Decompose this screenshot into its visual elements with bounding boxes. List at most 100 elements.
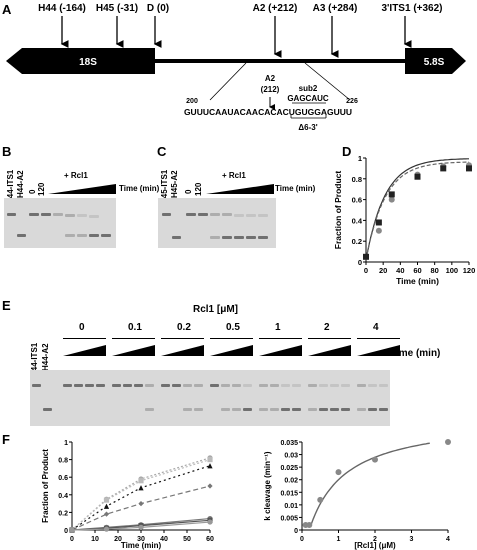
- c-lane-label-2: H45-A2: [170, 170, 179, 198]
- x-tick-label: 10: [91, 536, 99, 543]
- series-line: [71, 465, 211, 531]
- e-concentration-label: 4: [373, 322, 379, 333]
- site-label-d: D (0): [147, 3, 169, 14]
- data-point: [363, 253, 369, 260]
- y-axis-label: Fraction of Product: [41, 449, 50, 523]
- fit-curve: [365, 161, 469, 261]
- panel-letter-b: B: [2, 144, 12, 159]
- data-point: [317, 496, 324, 503]
- c-rcl1-label: + Rcl1: [222, 171, 246, 180]
- e-group-line: [112, 338, 155, 339]
- data-point: [388, 196, 395, 203]
- panel-f-time-course-chart: 0 10 20 30 40 50 60 0 0.2 0.4 0.6 0.8 1 Time (min) Fra…: [41, 440, 214, 550]
- data-point: [375, 227, 382, 234]
- e-lane-label-2: H44-A2: [41, 343, 50, 371]
- y-tick-label: 0: [64, 528, 68, 535]
- data-point: [388, 191, 395, 198]
- sub2-sequence: GAGCAUC: [287, 94, 329, 103]
- zoom-line-right: [304, 62, 351, 101]
- site-label-a3: A3 (+284): [313, 3, 358, 14]
- y-tick-label: 0: [358, 258, 362, 267]
- data-point: [306, 521, 313, 528]
- y-tick-label: 0.035: [280, 440, 298, 447]
- data-point: [103, 511, 110, 517]
- e-concentration-label: 0.2: [177, 322, 191, 333]
- y-tick-label: 0.2: [58, 510, 68, 517]
- e-concentration-label: 2: [324, 322, 330, 333]
- data-point: [103, 497, 110, 503]
- data-point: [372, 456, 378, 463]
- b-lane-label-t0: 0: [28, 189, 37, 194]
- data-point: [103, 526, 110, 532]
- x-tick-label: 80: [430, 266, 438, 275]
- y-tick-label: 0.4: [58, 493, 68, 500]
- x-axis-label: Time (min): [121, 541, 162, 550]
- panel-a-diagram: 18S 5.8S H44 (-164) H45 (-31) D (0) A2 (…: [6, 3, 466, 132]
- e-time-label: Time (min): [390, 348, 441, 359]
- data-point: [69, 527, 75, 533]
- series-line: [71, 521, 211, 531]
- panel-d-chart: 0 20 40 60 80 100 120 0 0.2 0.4 0.6 0.8 1 Time (min) F…: [333, 154, 476, 286]
- x-tick-label: 0: [70, 536, 74, 543]
- data-point: [207, 483, 213, 489]
- x-tick-label: 20: [114, 536, 122, 543]
- y-axis-label: Fraction of Product: [333, 171, 343, 250]
- c-lane-label-t0: 0: [184, 189, 193, 194]
- y-tick-label: 0.6: [352, 196, 362, 205]
- fit-curve: [309, 442, 430, 526]
- deletion-label: Δ6-3': [298, 123, 317, 132]
- e-gel-image: [30, 370, 390, 426]
- x-tick-label: 4: [446, 536, 450, 543]
- x-tick-label: 30: [137, 536, 145, 543]
- c-gel-image: [158, 198, 276, 248]
- x-tick-label: 60: [413, 266, 421, 275]
- x-tick-label: 3: [410, 536, 414, 543]
- e-group-line: [259, 338, 302, 339]
- y-tick-label: 0.02: [284, 478, 298, 485]
- x-tick-label: 1: [337, 536, 341, 543]
- gene-18s-bar: [6, 48, 155, 74]
- series-line: [71, 485, 211, 531]
- site-label-h44: H44 (-164): [38, 3, 86, 14]
- data-point: [138, 478, 144, 484]
- data-point: [138, 501, 144, 507]
- site-label-3its1: 3'ITS1 (+362): [381, 3, 442, 14]
- data-point: [335, 469, 342, 476]
- b-rcl1-label: + Rcl1: [64, 171, 88, 180]
- x-tick-label: 50: [183, 536, 191, 543]
- data-point: [103, 503, 110, 509]
- e-group-line: [308, 338, 351, 339]
- e-time-ramp: [357, 345, 400, 356]
- x-tick-label: 120: [463, 266, 476, 275]
- data-point: [375, 219, 382, 226]
- b-lane-label-2: H44-A2: [16, 170, 25, 198]
- e-time-ramp: [259, 345, 302, 356]
- data-point: [207, 519, 213, 525]
- b-gel-image: [4, 198, 116, 248]
- panel-letter-c: C: [157, 144, 167, 159]
- site-label-h45: H45 (-31): [96, 3, 138, 14]
- x-tick-label: 0: [364, 266, 368, 275]
- c-time-ramp: [206, 184, 274, 194]
- data-point: [445, 439, 451, 445]
- e-group-line: [63, 338, 106, 339]
- panel-letter-a: A: [2, 2, 12, 17]
- y-tick-label: 1: [358, 154, 362, 163]
- e-time-ramp: [63, 345, 106, 356]
- seq-start-number: 200: [186, 98, 198, 105]
- panel-letter-f: F: [2, 432, 10, 447]
- data-point: [138, 485, 144, 491]
- e-group-line: [210, 338, 253, 339]
- data-point: [440, 165, 447, 172]
- y-tick-label: 0.8: [352, 175, 362, 184]
- b-time-label: Time (min): [119, 184, 160, 193]
- site-label-a2: A2 (+212): [253, 3, 298, 14]
- y-tick-label: 0.01: [284, 503, 298, 510]
- e-title: Rcl1 [μM]: [193, 304, 239, 315]
- b-time-ramp: [48, 184, 116, 194]
- y-tick-label: 0.8: [58, 458, 68, 465]
- x-tick-label: 2: [373, 536, 377, 543]
- y-tick-label: 0.03: [284, 453, 298, 460]
- data-point: [466, 165, 472, 172]
- y-tick-label: 0.005: [280, 515, 298, 522]
